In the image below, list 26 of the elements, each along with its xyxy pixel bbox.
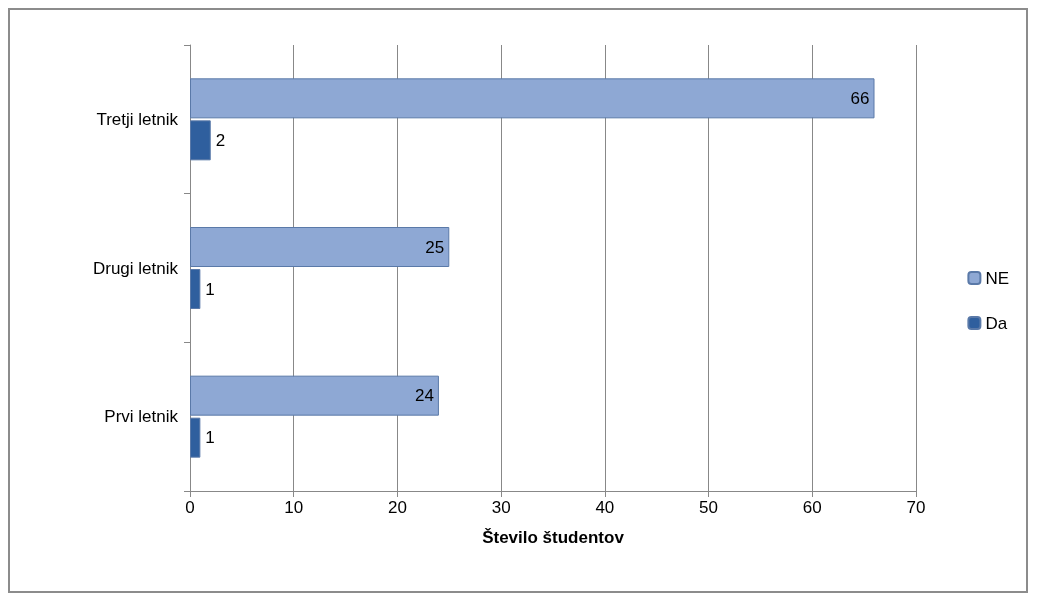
x-tick-label: 60 (802, 498, 822, 517)
x-tick-label: 30 (491, 498, 511, 517)
y-tick-label: Tretji letnik (96, 109, 179, 129)
bar (190, 120, 211, 161)
bar (190, 227, 450, 267)
bar (190, 417, 201, 458)
x-tick-label: 70 (906, 498, 926, 517)
x-tick-label: 20 (387, 498, 407, 517)
x-tick-label: 50 (699, 498, 719, 517)
bar (190, 269, 201, 309)
y-tick-label: Prvi letnik (104, 407, 179, 427)
bar (190, 375, 439, 416)
x-tick-label: 0 (185, 498, 195, 517)
data-label: 66 (850, 88, 870, 108)
x-axis-title: Število študentov (482, 528, 625, 547)
legend-label: Da (985, 313, 1008, 333)
data-label: 24 (414, 386, 434, 406)
x-tick-label: 40 (595, 498, 615, 517)
x-tick-label: 10 (284, 498, 304, 517)
bar (190, 78, 875, 119)
data-label: 25 (425, 237, 445, 257)
y-tick-label: Drugi letnik (92, 258, 179, 278)
data-label: 1 (205, 279, 215, 299)
legend-label: NE (985, 268, 1010, 288)
data-label: 1 (205, 428, 215, 448)
data-label: 2 (215, 130, 226, 150)
